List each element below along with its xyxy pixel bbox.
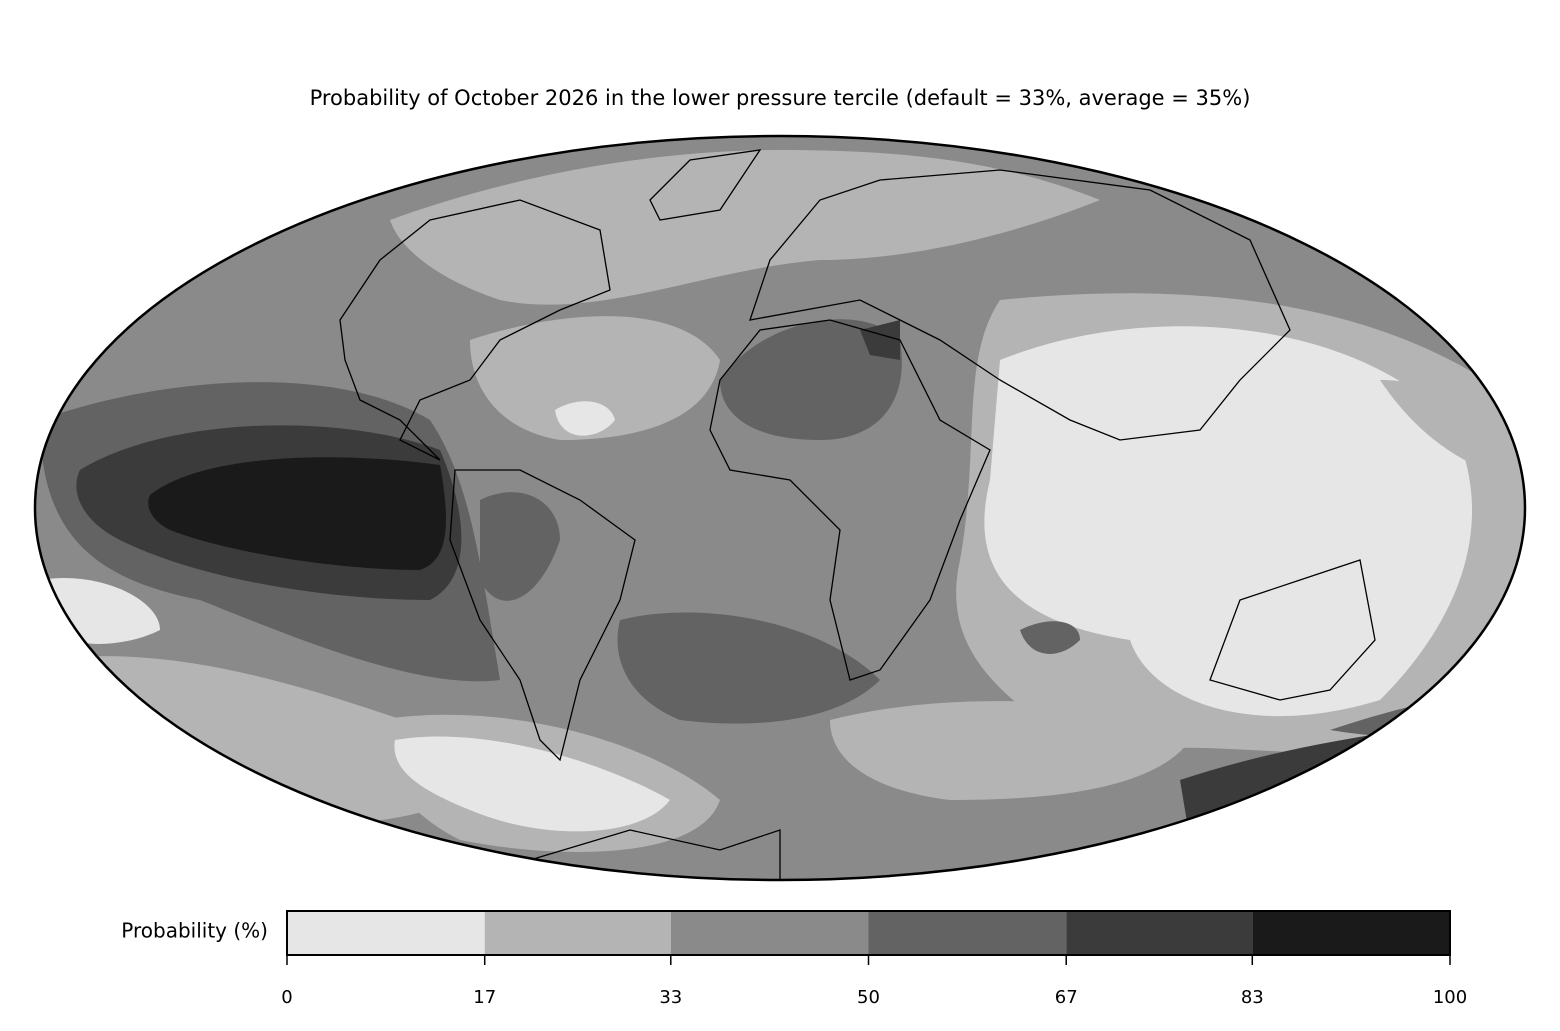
colorbar-tick-label: 33 [659, 987, 682, 1008]
contour-region [390, 150, 1100, 305]
contour-region [394, 736, 670, 832]
contour-region [160, 820, 380, 880]
colorbar-segment [1252, 911, 1450, 955]
coastlines [339, 149, 1376, 880]
contour-region [470, 316, 720, 440]
colorbar-tick-label: 50 [857, 987, 880, 1008]
colorbar-tick-label: 100 [1433, 987, 1467, 1008]
contour-region [1380, 380, 1520, 480]
contour-region [984, 326, 1473, 717]
contour-region [148, 457, 446, 570]
colorbar-segment [484, 911, 671, 955]
contour-region [1020, 621, 1080, 654]
contour-region [617, 612, 880, 724]
colorbar: 0 17 33 50 67 83 100 [281, 910, 1467, 1008]
colorbar-segment [1066, 911, 1253, 955]
colorbar-segment [868, 911, 1067, 955]
colorbar-tick-label: 67 [1055, 987, 1078, 1008]
contour-region [555, 401, 615, 436]
contour-region [860, 320, 900, 360]
map-title: Probability of October 2026 in the lower… [310, 86, 1251, 110]
colorbar-tick-label: 17 [473, 987, 496, 1008]
contour-region [480, 492, 560, 601]
colorbar-segment [287, 911, 485, 955]
colorbar-tick-label: 0 [281, 987, 292, 1008]
contour-region [830, 701, 1200, 800]
colorbar-segment [670, 911, 869, 955]
colorbar-label: Probability (%) [121, 919, 268, 943]
colorbar-tick-label: 83 [1241, 987, 1264, 1008]
contour-region [720, 319, 902, 440]
